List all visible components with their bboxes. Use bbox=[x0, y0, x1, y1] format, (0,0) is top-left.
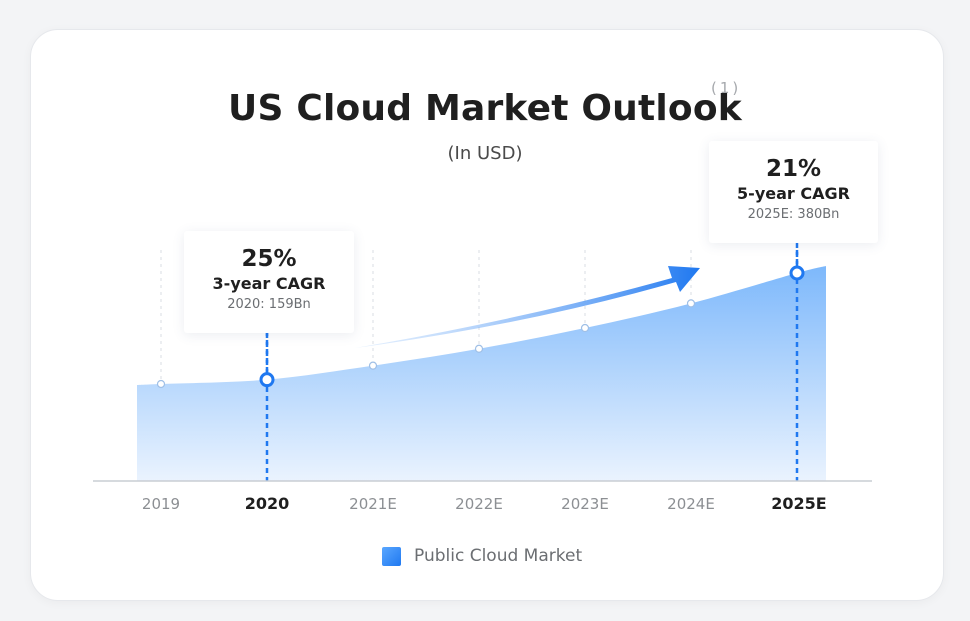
callout-5yr-cagr: 21% 5-year CAGR 2025E: 380Bn bbox=[709, 141, 878, 243]
chart-title: US Cloud Market Outlook bbox=[228, 88, 742, 129]
callout-label: 5-year CAGR bbox=[737, 184, 850, 203]
x-tick-label-2021e: 2021E bbox=[349, 495, 397, 513]
x-tick-label-2020: 2020 bbox=[245, 494, 290, 513]
data-point-2019 bbox=[156, 379, 166, 389]
callout-percent: 25% bbox=[241, 246, 297, 272]
legend-swatch bbox=[382, 546, 401, 566]
data-point-2022e bbox=[474, 344, 484, 353]
chart-legend: Public Cloud Market bbox=[382, 546, 582, 566]
data-point-2020 bbox=[259, 372, 275, 388]
x-tick-label-2019: 2019 bbox=[142, 495, 180, 513]
chart-subtitle: (In USD) bbox=[447, 143, 523, 164]
data-point-2023e bbox=[580, 323, 590, 333]
callout-detail: 2020: 159Bn bbox=[227, 297, 311, 312]
x-tick-label-2022e: 2022E bbox=[455, 495, 503, 513]
callout-3yr-cagr: 25% 3-year CAGR 2020: 159Bn bbox=[184, 231, 354, 333]
legend-label: Public Cloud Market bbox=[414, 546, 583, 566]
series-area-public-cloud bbox=[137, 266, 826, 481]
title-footnote: (1) bbox=[711, 79, 742, 97]
data-point-2024e bbox=[686, 299, 696, 308]
callout-detail: 2025E: 380Bn bbox=[747, 207, 840, 222]
x-tick-label-2025e: 2025E bbox=[771, 494, 826, 513]
data-point-2025e bbox=[789, 265, 805, 281]
callout-percent: 21% bbox=[765, 156, 822, 182]
x-tick-label-2023e: 2023E bbox=[561, 495, 609, 513]
data-point-2021e bbox=[368, 361, 378, 370]
x-tick-label-2024e: 2024E bbox=[667, 495, 715, 513]
callout-label: 3-year CAGR bbox=[212, 274, 326, 293]
